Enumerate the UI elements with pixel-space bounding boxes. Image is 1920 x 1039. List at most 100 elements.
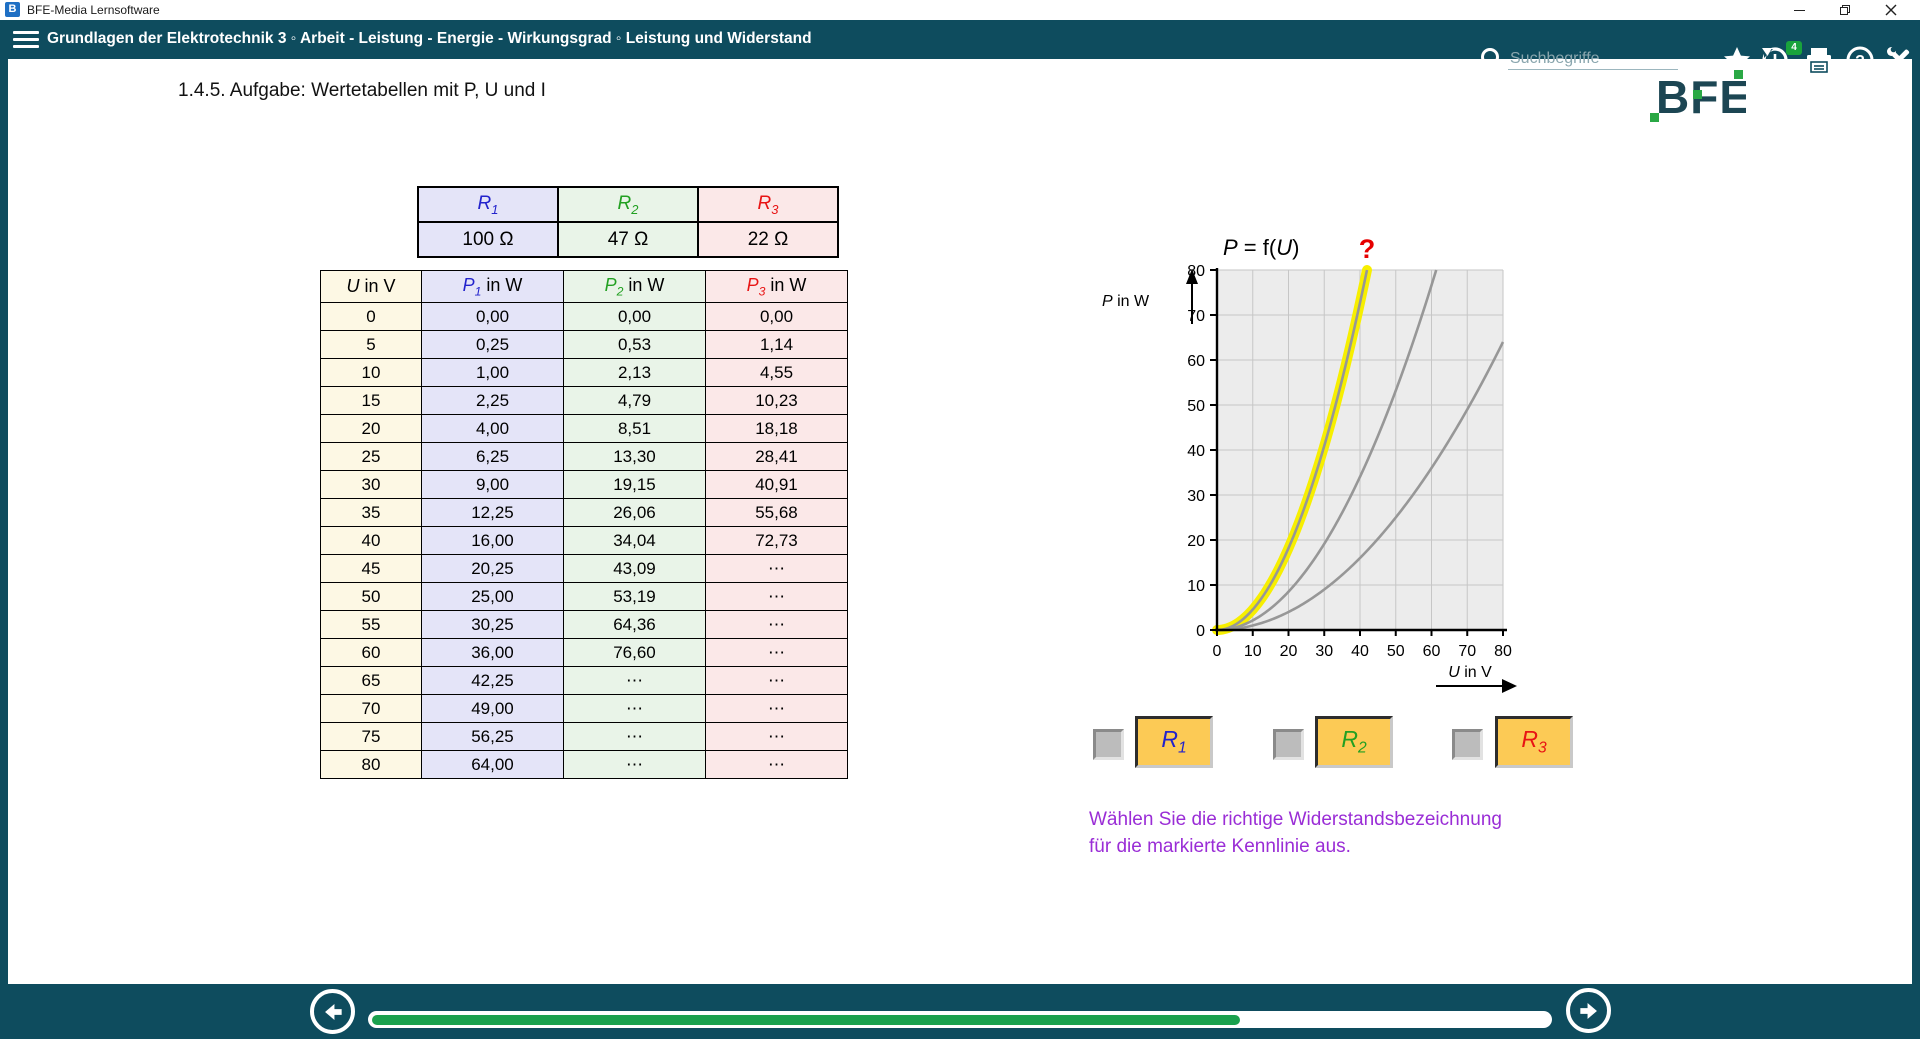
table-cell: 75 (320, 722, 422, 751)
table-cell: 55 (320, 610, 422, 639)
table-cell: 30,25 (421, 610, 564, 639)
y-tick-label: 10 (1187, 578, 1205, 595)
table-cell: 26,06 (563, 498, 706, 527)
table-cell: 9,00 (421, 470, 564, 499)
y-tick-label: 70 (1187, 308, 1205, 325)
table-cell: ⋯ (563, 750, 706, 779)
table-cell: 53,19 (563, 582, 706, 611)
table-cell: 19,15 (563, 470, 706, 499)
x-tick-label: 10 (1244, 643, 1262, 660)
table-cell: ⋯ (705, 554, 848, 583)
table-row: 10 1,00 2,13 4,55 (320, 358, 848, 387)
table-cell: 30 (320, 470, 422, 499)
chart-area: 0 10 20 30 40 50 60 70 80 0 10 20 30 40 50 60 70 80 P = f(… (1080, 228, 1550, 698)
table-cell: 49,00 (421, 694, 564, 723)
history-badge: 4 (1786, 41, 1802, 55)
tools-icon[interactable] (1885, 45, 1915, 75)
svg-text:?: ? (1855, 53, 1865, 70)
y-tick-label: 40 (1187, 443, 1205, 460)
answer-button-r1[interactable]: R1 (1135, 716, 1213, 768)
table-row: 60 36,00 76,60 ⋯ (320, 638, 848, 667)
table-cell: 10,23 (705, 386, 848, 415)
x-tick-label: 20 (1280, 643, 1298, 660)
breadcrumb: Grundlagen der Elektrotechnik 3 ◦ Arbeit… (47, 30, 812, 47)
search-icon[interactable] (1478, 45, 1508, 75)
print-icon[interactable] (1804, 45, 1834, 75)
x-tick-label: 0 (1213, 643, 1222, 660)
answer-checkbox-r1[interactable] (1093, 729, 1124, 760)
table-cell: 64,00 (421, 750, 564, 779)
table-cell: ⋯ (705, 694, 848, 723)
instruction-line: für die markierte Kennlinie aus. (1089, 836, 1351, 857)
help-icon[interactable]: ? (1845, 45, 1875, 75)
table-cell: 6,25 (421, 442, 564, 471)
table-cell: ⋯ (705, 750, 848, 779)
previous-page-button[interactable] (310, 989, 355, 1034)
table-cell: 5 (320, 330, 422, 359)
table-row: 40 16,00 34,04 72,73 (320, 526, 848, 555)
y-tick-label: 30 (1187, 488, 1205, 505)
table-cell: 42,25 (421, 666, 564, 695)
resistor-header-r2: R2 (557, 186, 699, 223)
table-cell: 10 (320, 358, 422, 387)
table-cell: 45 (320, 554, 422, 583)
table-cell: 40,91 (705, 470, 848, 499)
table-row: 30 9,00 19,15 40,91 (320, 470, 848, 499)
resistor-table: R1 R2 R3 100 Ω 47 Ω 22 Ω (417, 186, 839, 258)
bfe-logo: BFE (1650, 70, 1746, 123)
restore-button[interactable] (1828, 0, 1862, 20)
table-cell: 0,00 (705, 302, 848, 331)
menu-icon[interactable] (13, 31, 39, 49)
navbar: Grundlagen der Elektrotechnik 3 ◦ Arbeit… (0, 20, 1920, 74)
table-cell: 12,25 (421, 498, 564, 527)
left-edge-border (0, 59, 8, 1039)
y-arrowhead (1186, 269, 1198, 284)
table-row: 20 4,00 8,51 18,18 (320, 414, 848, 443)
chart-title: P = f(U) (1223, 235, 1299, 260)
table-cell: 25,00 (421, 582, 564, 611)
table-cell: 15 (320, 386, 422, 415)
table-cell: ⋯ (563, 694, 706, 723)
favorites-star-icon[interactable] (1722, 45, 1752, 75)
table-cell: 20,25 (421, 554, 564, 583)
table-cell: ⋯ (705, 610, 848, 639)
answer-button-r3[interactable]: R3 (1495, 716, 1573, 768)
table-cell: 16,00 (421, 526, 564, 555)
history-icon[interactable] (1760, 45, 1790, 75)
table-cell: 35 (320, 498, 422, 527)
table-row: 50 25,00 53,19 ⋯ (320, 582, 848, 611)
resistor-value: 100 Ω (417, 221, 559, 258)
table-cell: 4,79 (563, 386, 706, 415)
table-cell: 4,00 (421, 414, 564, 443)
y-tick-label: 50 (1187, 398, 1205, 415)
table-row: 65 42,25 ⋯ ⋯ (320, 666, 848, 695)
arrow-left-icon (324, 1003, 342, 1020)
table-cell: 40 (320, 526, 422, 555)
table-row: 25 6,25 13,30 28,41 (320, 442, 848, 471)
lesson-progress-bar (368, 1011, 1552, 1028)
table-cell: 0,25 (421, 330, 564, 359)
answer-button-r2[interactable]: R2 (1315, 716, 1393, 768)
instruction-text: Wählen Sie die richtige Widerstandsbezei… (1089, 806, 1609, 860)
y-tick-label: 20 (1187, 533, 1205, 550)
column-header-u: U in V (320, 270, 422, 303)
minimize-button[interactable] (1782, 0, 1816, 20)
table-cell: 18,18 (705, 414, 848, 443)
answer-checkbox-r3[interactable] (1452, 729, 1483, 760)
search-input[interactable] (1508, 49, 1678, 70)
next-page-button[interactable] (1566, 988, 1611, 1033)
table-cell: 56,25 (421, 722, 564, 751)
unknown-curve-marker: ? (1359, 234, 1376, 264)
table-cell: 34,04 (563, 526, 706, 555)
answer-checkbox-r2[interactable] (1273, 729, 1304, 760)
close-button[interactable] (1874, 0, 1908, 20)
curve-r3 (1216, 269, 1369, 632)
y-tick-label: 60 (1187, 353, 1205, 370)
table-cell: 64,36 (563, 610, 706, 639)
window-title: BFE-Media Lernsoftware (27, 3, 160, 17)
x-axis-label: U in V (1448, 664, 1492, 681)
table-cell: 1,14 (705, 330, 848, 359)
minimize-icon (1793, 9, 1805, 11)
